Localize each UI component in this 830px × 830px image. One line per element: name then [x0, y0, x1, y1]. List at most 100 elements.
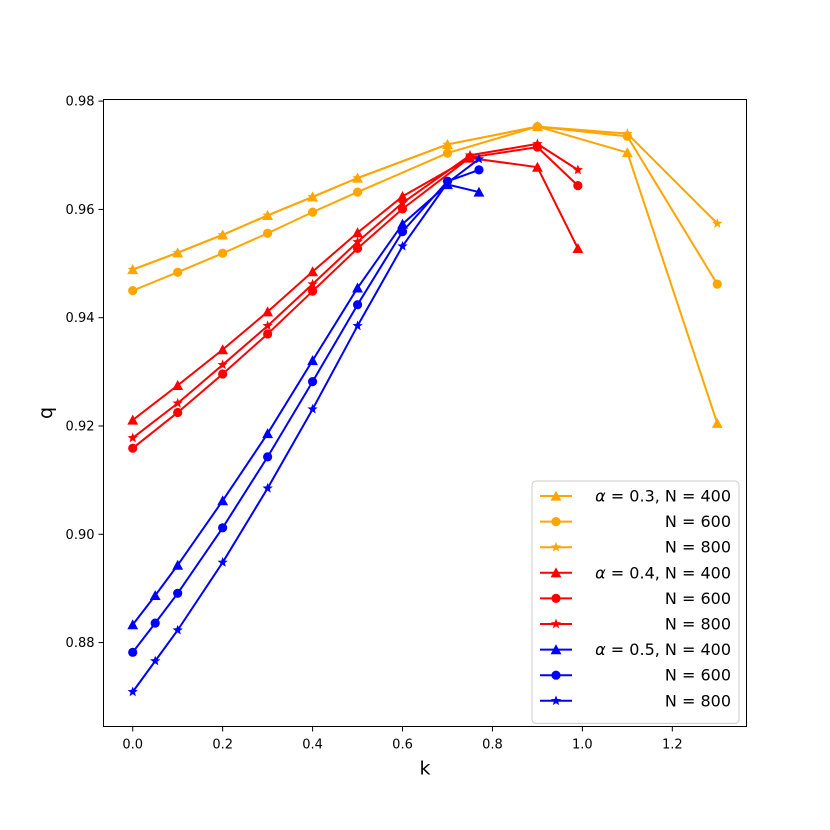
data-point — [397, 191, 408, 202]
data-point — [397, 197, 408, 208]
y-tick-label: 0.88 — [66, 636, 95, 651]
data-point — [218, 369, 228, 379]
series-6 — [127, 179, 485, 630]
legend-marker — [550, 567, 562, 578]
legend-item: α = 0.5, N = 400 — [540, 640, 731, 659]
legend-item: N = 600 — [540, 589, 731, 608]
data-point — [172, 379, 184, 390]
data-point — [173, 588, 183, 598]
data-point — [149, 590, 161, 601]
data-point — [442, 148, 453, 158]
data-point — [262, 428, 274, 439]
legend-marker — [551, 670, 561, 680]
data-point — [307, 191, 318, 202]
data-point — [352, 243, 363, 253]
data-point — [621, 147, 633, 158]
legend-item: α = 0.3, N = 400 — [540, 487, 731, 506]
legend-label: N = 800 — [665, 615, 731, 634]
legend-marker — [550, 490, 562, 501]
legend-item: N = 600 — [540, 512, 731, 531]
legend-label: α = 0.5, N = 400 — [595, 640, 731, 659]
data-point — [352, 172, 363, 183]
data-point — [262, 209, 273, 220]
data-point — [352, 227, 363, 238]
series-line — [131, 168, 480, 653]
data-point — [572, 164, 584, 175]
series-line — [131, 158, 480, 693]
data-point — [217, 557, 228, 567]
series-5 — [127, 138, 584, 443]
data-point — [263, 452, 273, 462]
data-point — [127, 686, 138, 697]
data-point — [622, 128, 633, 138]
legend-label: α = 0.3, N = 400 — [595, 487, 731, 506]
legend-label: N = 800 — [665, 691, 731, 710]
data-point — [711, 417, 723, 428]
legend-label: N = 600 — [665, 589, 731, 608]
data-point — [172, 397, 183, 408]
data-point — [474, 165, 484, 175]
data-point — [127, 432, 138, 443]
series-7 — [128, 165, 484, 657]
legend-item: α = 0.4, N = 400 — [540, 563, 731, 582]
series-layer — [127, 121, 723, 697]
data-point — [262, 306, 274, 317]
data-point — [307, 376, 318, 387]
data-point — [712, 279, 722, 289]
x-tick-label: 0.6 — [392, 738, 413, 753]
series-line — [132, 125, 718, 271]
data-point — [352, 236, 363, 247]
data-point — [532, 161, 543, 172]
data-point — [307, 278, 318, 289]
legend: α = 0.3, N = 400 N = 600 N = 800 α = 0.4, N… — [531, 480, 740, 724]
data-point — [397, 240, 408, 251]
legend-marker — [550, 695, 562, 706]
data-point — [352, 300, 363, 310]
data-point — [172, 559, 184, 570]
legend-item: N = 800 — [540, 538, 731, 557]
legend-label: N = 600 — [665, 512, 731, 531]
x-axis-label: k — [419, 758, 430, 780]
data-point — [397, 218, 408, 229]
data-point — [532, 138, 543, 149]
data-point — [128, 286, 138, 296]
data-point — [397, 227, 408, 237]
x-tick-label: 0.0 — [122, 738, 143, 753]
legend-item: N = 800 — [540, 615, 731, 634]
legend-marker — [550, 618, 562, 629]
legend-marker — [551, 593, 561, 604]
data-point — [352, 320, 363, 331]
data-point — [473, 186, 485, 197]
data-point — [352, 187, 363, 197]
legend-box — [531, 480, 740, 724]
plot-frame — [103, 99, 747, 727]
series-0 — [127, 121, 723, 428]
x-tick-label: 0.4 — [302, 738, 323, 753]
data-point — [127, 264, 138, 274]
series-line — [132, 156, 579, 421]
data-point — [464, 149, 476, 160]
series-line — [132, 146, 579, 449]
data-point — [263, 228, 273, 238]
data-point — [217, 359, 228, 370]
legend-item: N = 800 — [540, 691, 731, 710]
data-point — [128, 647, 138, 657]
data-point — [150, 618, 160, 628]
data-point — [573, 180, 583, 191]
series-4 — [128, 142, 583, 453]
data-point — [217, 495, 229, 506]
data-point — [442, 139, 453, 149]
data-point — [307, 403, 318, 414]
data-point — [127, 414, 139, 425]
data-point — [218, 523, 228, 533]
y-axis-label: q — [35, 407, 57, 419]
y-tick-label: 0.92 — [66, 419, 95, 434]
data-point — [262, 320, 273, 331]
x-tick-label: 0.8 — [482, 738, 503, 753]
data-point — [172, 624, 183, 635]
data-point — [263, 329, 273, 339]
series-line — [132, 142, 579, 439]
y-tick-label: 0.94 — [66, 311, 95, 326]
y-tick-label: 0.98 — [66, 95, 95, 110]
data-point — [150, 655, 161, 666]
